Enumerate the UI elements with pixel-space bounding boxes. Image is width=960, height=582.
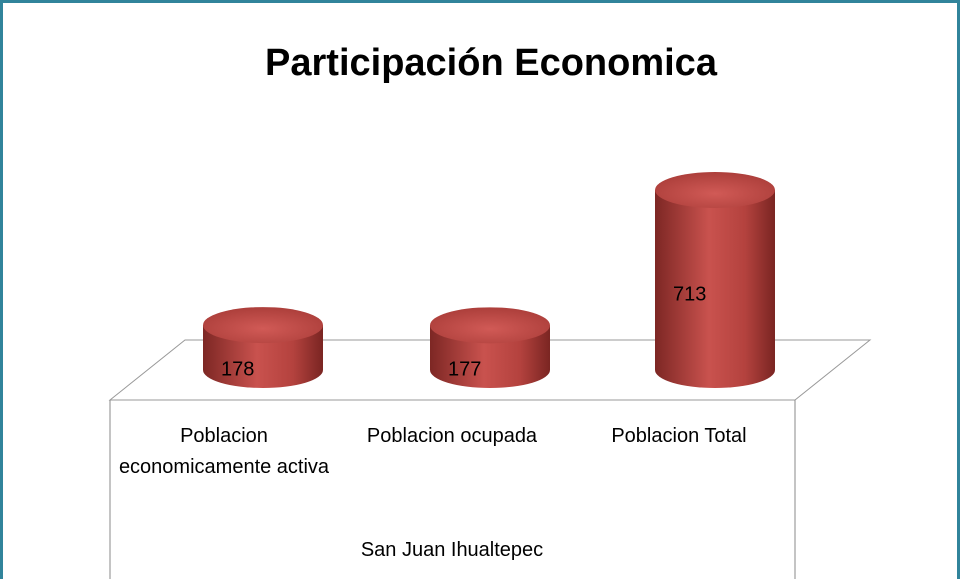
cylinder-top	[203, 307, 323, 344]
x-tick-label: Poblacion economicamente activa	[118, 425, 330, 478]
plot: 178 177 713	[203, 172, 775, 388]
cylinder-body	[203, 325, 323, 388]
chart-title: Participación Economica	[265, 42, 718, 84]
data-label: 178	[221, 358, 254, 380]
chart: Participación Economica 178 177 713	[108, 42, 872, 579]
data-label: 713	[673, 283, 706, 305]
x-tick-label: Poblacion ocupada	[366, 425, 538, 447]
cylinder-body	[655, 190, 775, 388]
x-tick-label: Poblacion Total	[611, 425, 747, 447]
cylinder-body	[430, 325, 550, 388]
data-label: 177	[448, 358, 481, 380]
cylinder-top	[655, 172, 775, 208]
group-label: San Juan Ihualtepec	[360, 539, 544, 561]
cylinder-top	[430, 307, 550, 344]
